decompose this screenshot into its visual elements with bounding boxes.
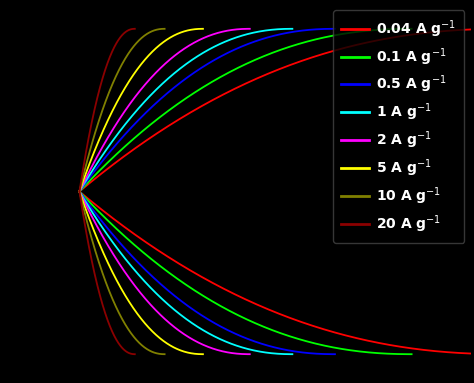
Legend: 0.04 A g$^{-1}$, 0.1 A g$^{-1}$, 0.5 A g$^{-1}$, 1 A g$^{-1}$, 2 A g$^{-1}$, 5 A: 0.04 A g$^{-1}$, 0.1 A g$^{-1}$, 0.5 A g… [333,10,464,243]
